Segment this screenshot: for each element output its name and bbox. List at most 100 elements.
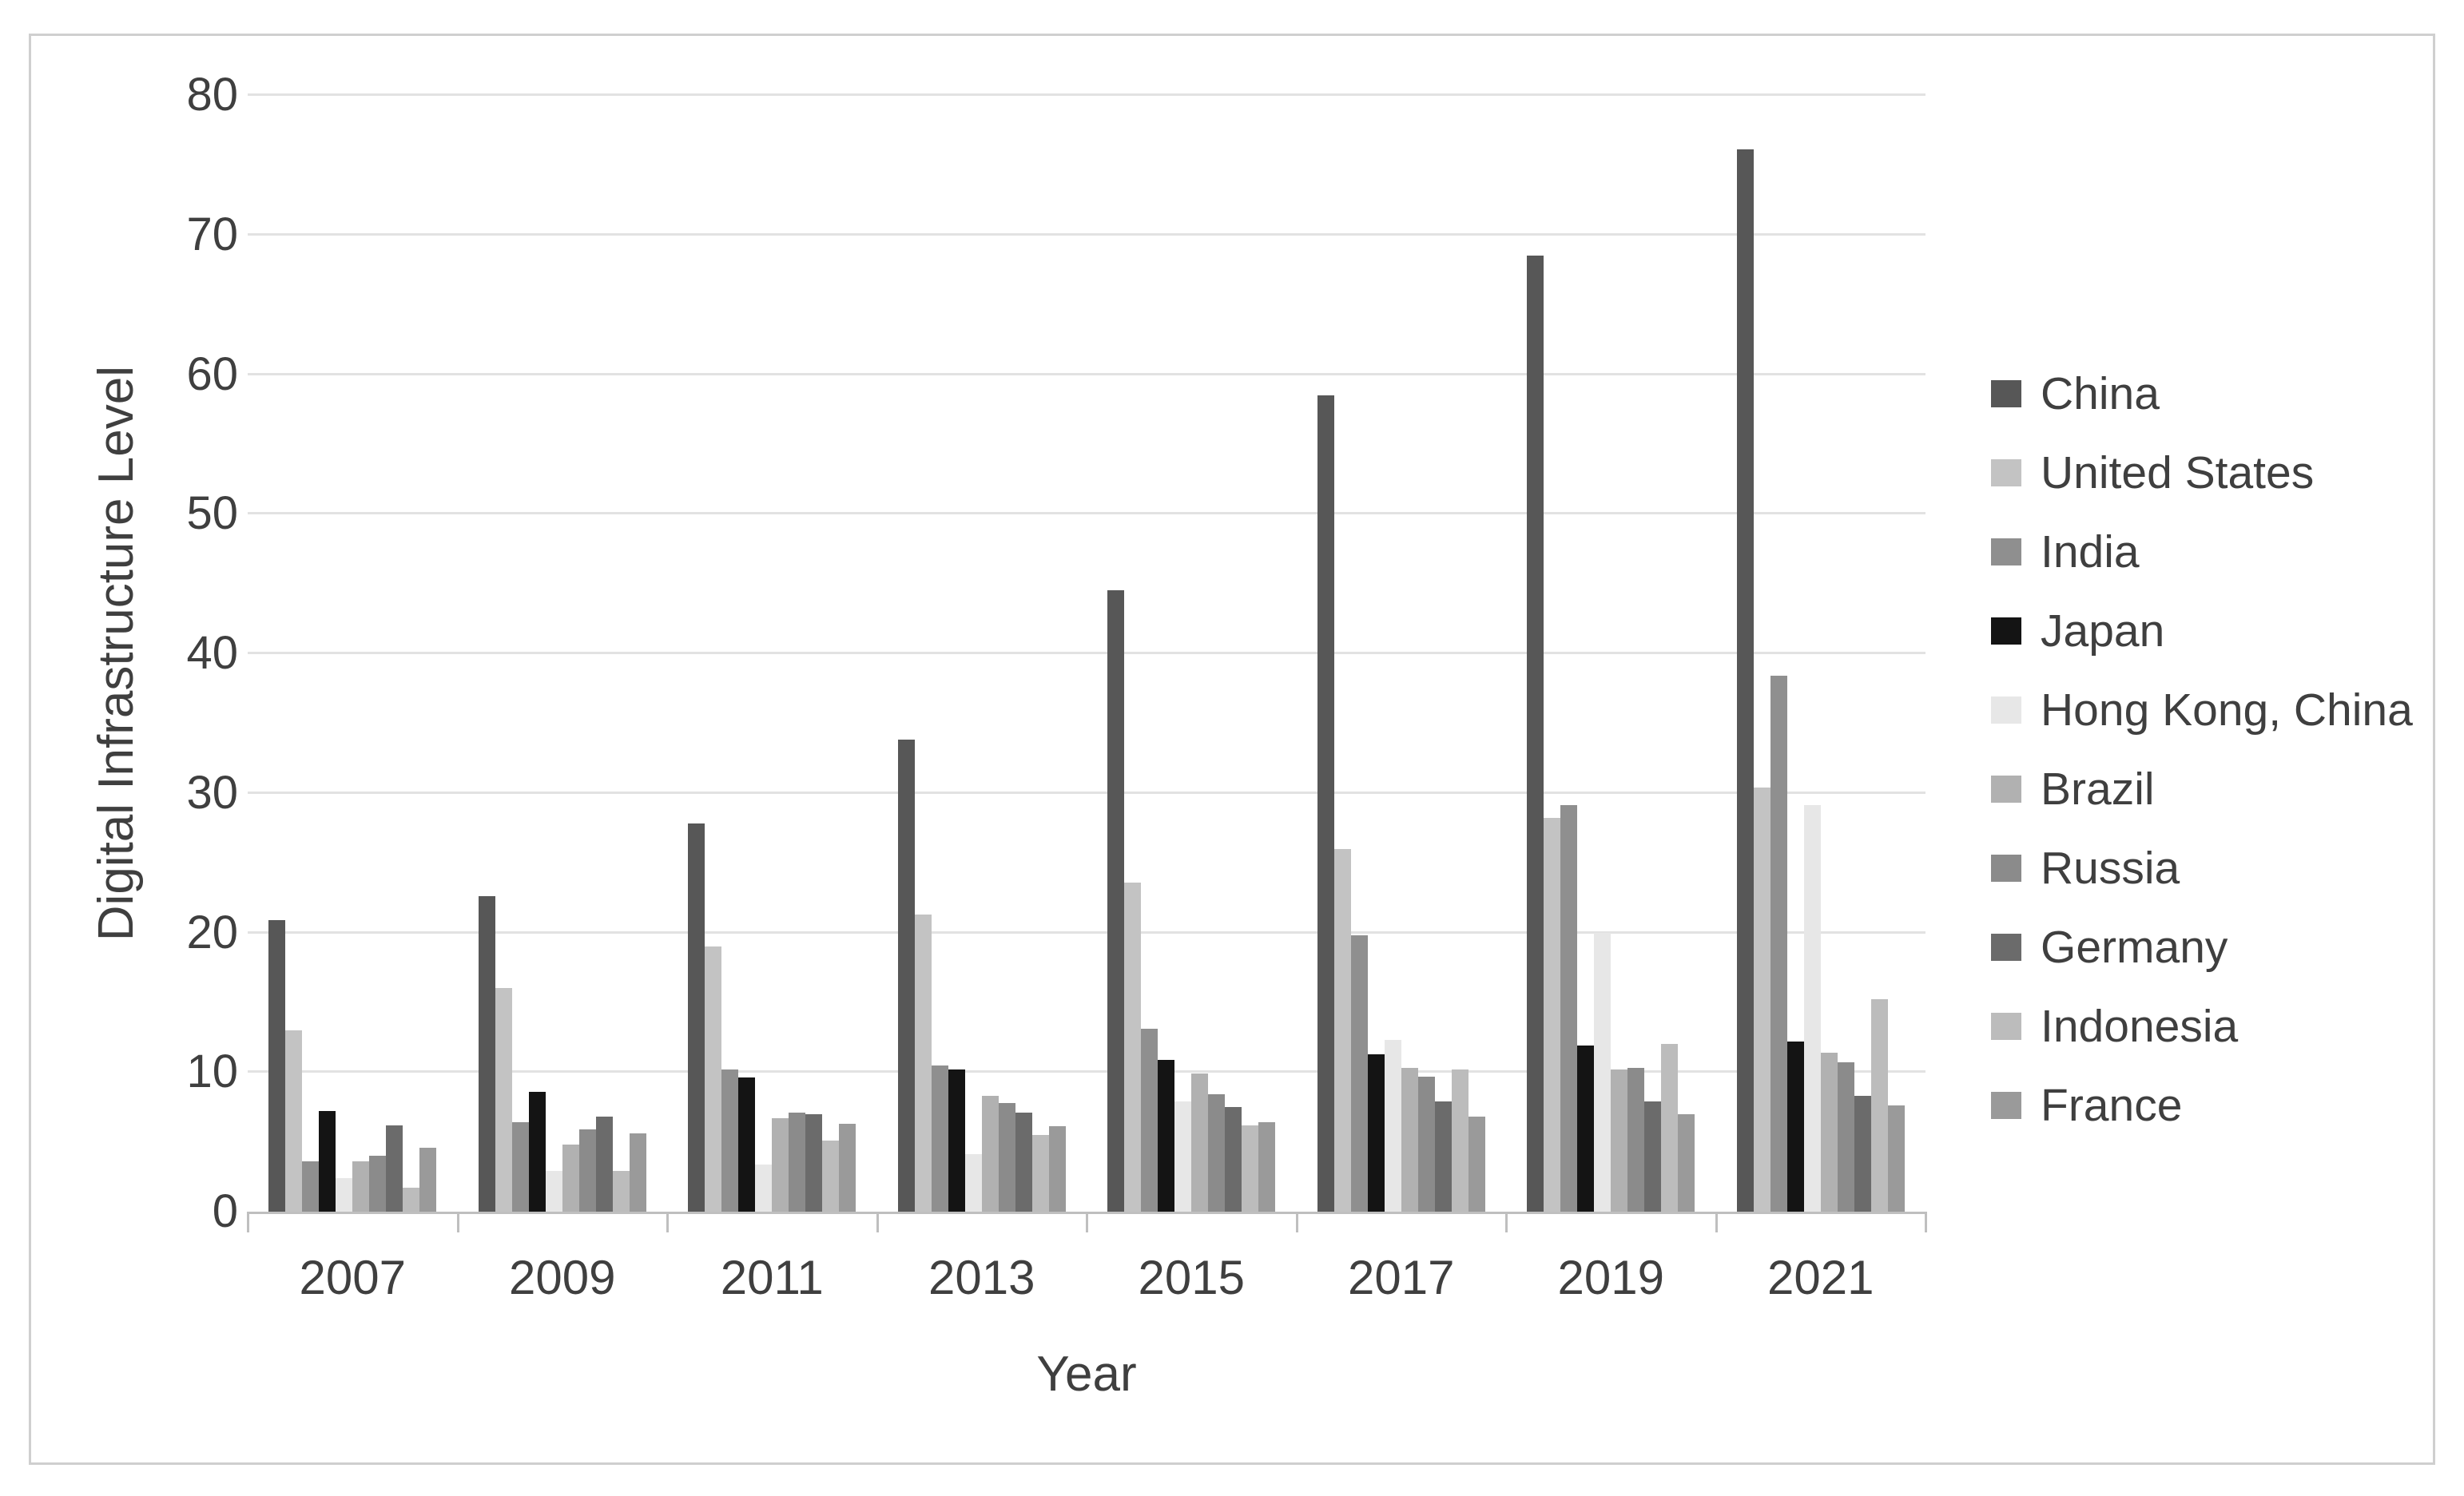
bar-2017-france: [1468, 1117, 1485, 1212]
x-tick-label: 2007: [299, 1251, 406, 1304]
bar-2013-united-states: [914, 914, 932, 1212]
y-tick-label: 0: [212, 1185, 238, 1237]
bar-2015-germany: [1225, 1106, 1242, 1212]
y-tick-label: 30: [186, 766, 238, 819]
bar-2021-indonesia: [1870, 999, 1888, 1212]
bar-2019-hong-kong-china: [1594, 932, 1612, 1212]
bar-2019-japan: [1577, 1046, 1595, 1212]
legend-label: Japan: [2041, 605, 2165, 657]
legend-item-indonesia: Indonesia: [1991, 986, 2413, 1065]
x-axis-tick: [1295, 1212, 1298, 1232]
x-tick-label: 2013: [928, 1251, 1035, 1304]
bar-2021-france: [1887, 1105, 1905, 1212]
x-axis-tick: [1505, 1212, 1508, 1232]
bar-2019-indonesia: [1661, 1044, 1679, 1212]
x-tick-label: 2017: [1348, 1251, 1455, 1304]
bar-2007-united-states: [285, 1030, 303, 1212]
bar-2021-brazil: [1820, 1052, 1838, 1212]
bar-2021-russia: [1837, 1062, 1854, 1212]
bar-2021-china: [1736, 149, 1754, 1212]
gridline: [248, 1070, 1925, 1073]
x-axis-tick: [876, 1212, 879, 1232]
bar-2013-indonesia: [1031, 1134, 1049, 1212]
legend-label: United States: [2041, 446, 2315, 498]
legend-swatch-icon: [1991, 1091, 2021, 1119]
bar-2007-hong-kong-china: [336, 1178, 353, 1212]
legend-item-brazil: Brazil: [1991, 749, 2413, 828]
bar-2017-hong-kong-china: [1384, 1040, 1401, 1212]
x-tick-label: 2015: [1138, 1251, 1245, 1304]
bar-2019-france: [1678, 1113, 1695, 1212]
x-axis-tick: [1715, 1212, 1718, 1232]
bar-2015-russia: [1208, 1094, 1226, 1212]
bar-2017-brazil: [1401, 1068, 1418, 1212]
bar-2019-china: [1527, 255, 1544, 1212]
bar-2015-indonesia: [1242, 1125, 1259, 1212]
legend-label: Indonesia: [2041, 1000, 2239, 1052]
legend-item-united-states: United States: [1991, 433, 2413, 512]
bar-2011-united-states: [705, 946, 722, 1212]
gridline: [248, 232, 1925, 236]
legend-swatch-icon: [1991, 775, 2021, 803]
bar-2007-india: [302, 1161, 320, 1212]
bar-2015-france: [1258, 1122, 1276, 1212]
bar-2011-brazil: [772, 1117, 789, 1212]
bar-2009-brazil: [562, 1145, 579, 1212]
x-tick-label: 2011: [720, 1251, 824, 1304]
x-axis-tick: [247, 1212, 249, 1232]
gridline: [248, 931, 1925, 934]
bar-2021-japan: [1786, 1041, 1804, 1212]
bar-2009-hong-kong-china: [545, 1171, 562, 1212]
bar-2019-germany: [1644, 1101, 1662, 1212]
bar-2011-indonesia: [822, 1140, 840, 1212]
legend-item-russia: Russia: [1991, 828, 2413, 907]
bar-2009-russia: [578, 1129, 596, 1212]
bar-2019-united-states: [1544, 818, 1561, 1212]
y-tick-label: 40: [186, 627, 238, 679]
x-tick-label: 2009: [509, 1251, 616, 1304]
y-tick-label: 70: [186, 208, 238, 260]
legend-item-hong-kong-china: Hong Kong, China: [1991, 670, 2413, 749]
bar-2017-india: [1350, 935, 1368, 1212]
bar-2009-germany: [595, 1117, 613, 1212]
legend-label: Brazil: [2041, 763, 2155, 815]
bar-2021-india: [1770, 675, 1787, 1212]
bar-2009-france: [629, 1133, 646, 1212]
bar-2013-hong-kong-china: [964, 1154, 982, 1212]
legend-swatch-icon: [1991, 617, 2021, 645]
bar-2015-brazil: [1191, 1073, 1209, 1212]
legend-label: Russia: [2041, 842, 2180, 894]
bar-2017-russia: [1417, 1076, 1435, 1212]
bar-2011-france: [839, 1123, 856, 1212]
bar-2009-china: [478, 896, 495, 1212]
legend-label: Germany: [2041, 921, 2228, 973]
bar-2015-hong-kong-china: [1174, 1101, 1192, 1212]
bar-2007-china: [268, 919, 286, 1212]
gridline: [248, 512, 1925, 515]
chart-frame: [29, 34, 2435, 1465]
bar-2011-russia: [789, 1112, 806, 1212]
legend-swatch-icon: [1991, 854, 2021, 882]
legend-swatch-icon: [1991, 1012, 2021, 1040]
legend-item-china: China: [1991, 354, 2413, 433]
bar-2019-russia: [1627, 1068, 1645, 1212]
bar-2019-india: [1560, 805, 1578, 1212]
y-tick-label: 50: [186, 487, 238, 540]
bar-2017-indonesia: [1451, 1069, 1468, 1212]
bar-2009-india: [511, 1122, 529, 1212]
bar-2015-japan: [1158, 1059, 1175, 1212]
bar-2017-united-states: [1333, 848, 1351, 1212]
gridline: [248, 791, 1925, 794]
bar-2007-japan: [319, 1111, 336, 1212]
bar-2011-germany: [805, 1113, 823, 1212]
y-tick-label: 20: [186, 906, 238, 958]
bar-2013-japan: [948, 1069, 965, 1212]
bar-2013-france: [1048, 1126, 1066, 1212]
plot-area: [247, 93, 1927, 1232]
bar-2013-germany: [1015, 1112, 1032, 1212]
gridline: [248, 652, 1925, 654]
x-axis-tick: [1925, 1212, 1927, 1232]
legend-item-france: France: [1991, 1065, 2413, 1145]
legend-label: Hong Kong, China: [2041, 684, 2413, 736]
bar-2009-united-states: [495, 988, 512, 1212]
